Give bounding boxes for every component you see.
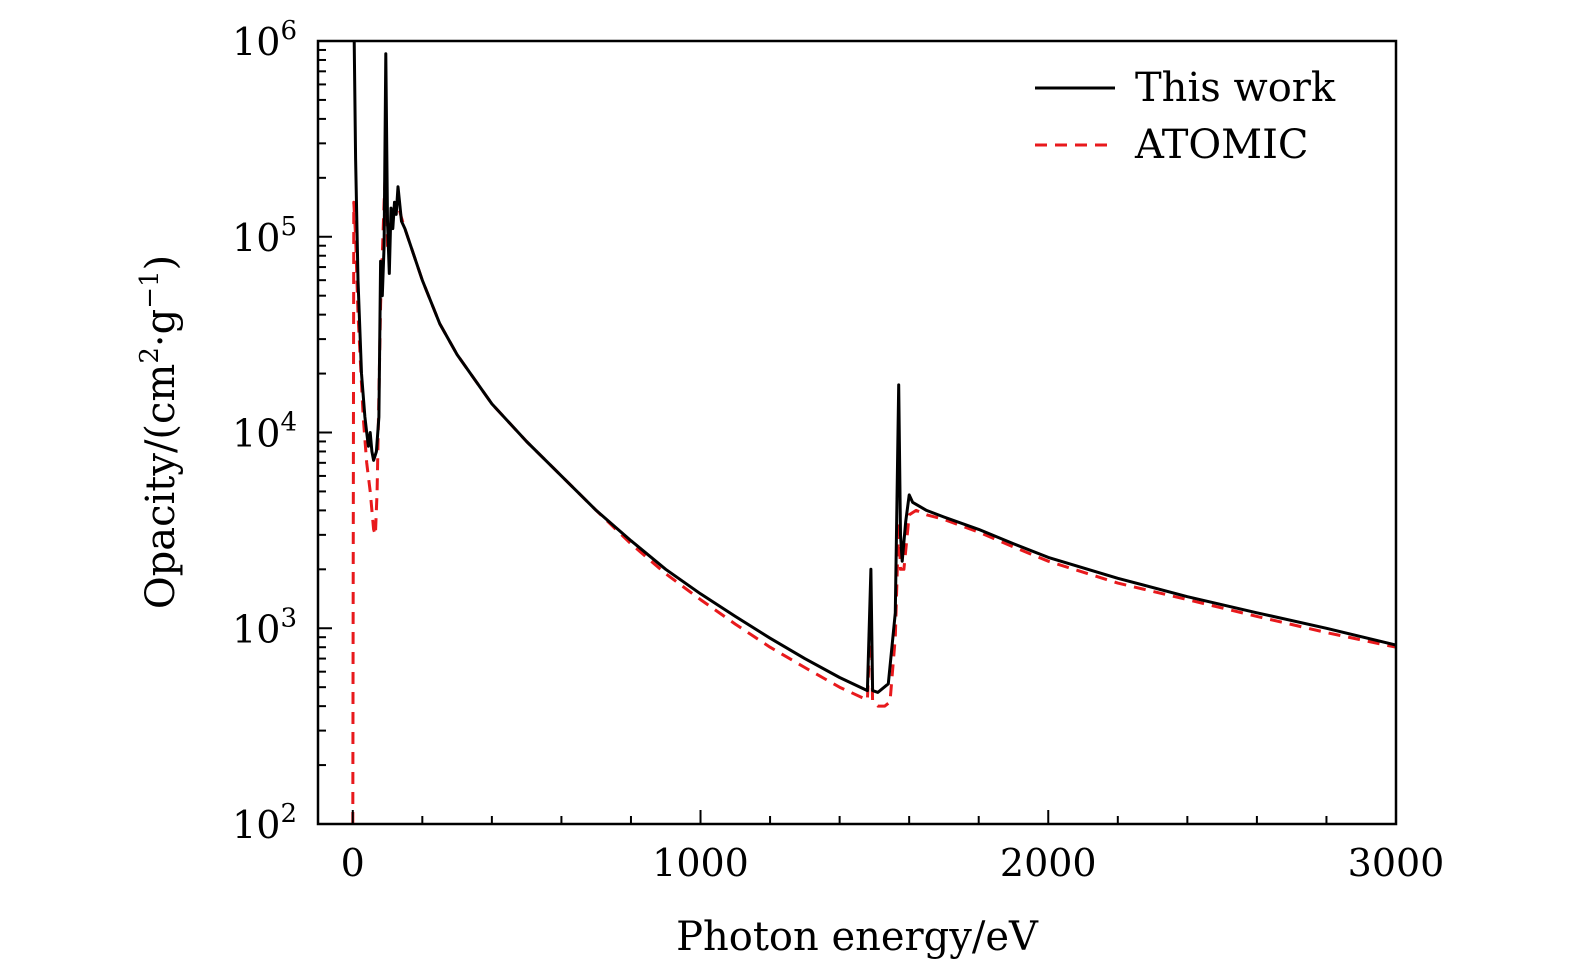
y-tick-label: 106 — [232, 16, 297, 64]
x-tick-label: 3000 — [1348, 841, 1445, 885]
ticks-layer — [318, 40, 1397, 825]
y-tick-label: 104 — [232, 408, 297, 456]
x-tick-label: 2000 — [1000, 841, 1097, 885]
series-layer — [351, 40, 1397, 825]
y-tick-label: 103 — [232, 603, 297, 651]
x-tick-label: 1000 — [652, 841, 749, 885]
x-axis-title: Photon energy/eV — [676, 914, 1039, 960]
legend-label-atomic: ATOMIC — [1134, 122, 1309, 168]
y-tick-label: 102 — [232, 799, 297, 847]
x-tick-label: 0 — [341, 841, 365, 885]
tick-labels-layer: 0 1000 2000 3000 102 103 104 105 106 — [232, 16, 1444, 885]
series-line-this-work — [352, 40, 1397, 694]
y-tick-label: 105 — [232, 212, 297, 260]
y-axis-title: Opacity/(cm2·g−1) — [135, 255, 184, 609]
plot-area — [318, 41, 1396, 824]
legend-label-this-work: This work — [1135, 65, 1336, 111]
series-line-atomic — [351, 160, 1397, 825]
legend: This work ATOMIC — [1035, 65, 1336, 168]
